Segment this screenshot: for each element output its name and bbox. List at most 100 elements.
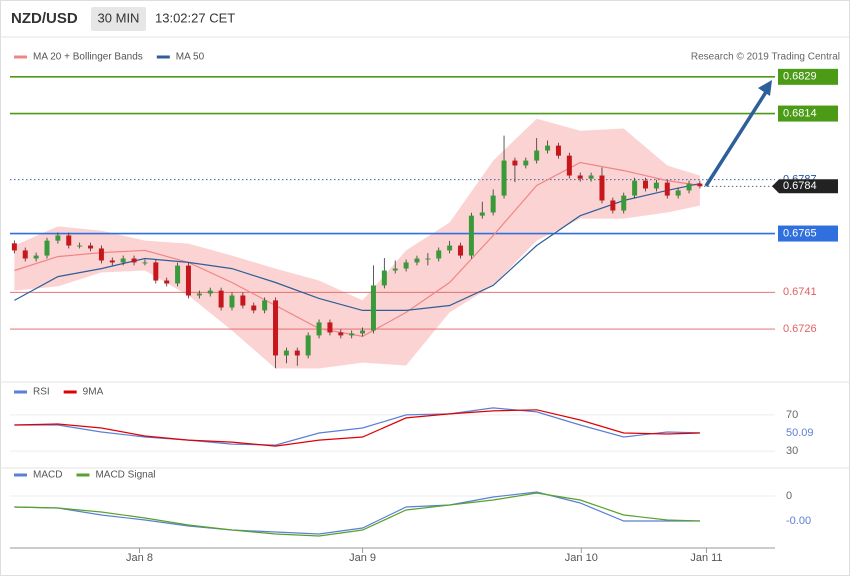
candle-body	[98, 248, 104, 261]
candle-body	[88, 245, 94, 249]
level-box	[778, 105, 838, 122]
candle-body	[229, 295, 235, 308]
candle-body	[349, 333, 355, 336]
candle-body	[653, 182, 659, 189]
legend-label: MACD Signal	[95, 470, 155, 481]
interval-box	[91, 7, 146, 31]
candle-body	[697, 183, 703, 187]
legend-label: MA 50	[176, 52, 205, 63]
level-label: 0.6726	[783, 323, 817, 335]
level-label: 0.6741	[783, 286, 817, 298]
candle-body	[468, 215, 474, 256]
candle-body	[621, 195, 627, 211]
candle-body	[436, 250, 442, 259]
projection-arrow	[704, 91, 768, 187]
candle-body	[44, 240, 50, 256]
candle-body	[316, 322, 322, 336]
candle-body	[283, 350, 289, 356]
series-line	[14, 492, 700, 537]
level-label: 0.6814	[783, 107, 817, 119]
candle-body	[534, 150, 540, 161]
candle-body	[577, 175, 583, 179]
candle-body	[686, 183, 692, 191]
candle-body	[327, 322, 333, 333]
last-price-label: 0.6784	[783, 180, 817, 192]
symbol: NZD/USD	[11, 10, 78, 27]
candle-body	[338, 332, 344, 336]
level-box	[778, 225, 838, 242]
series-line	[14, 407, 700, 446]
candle-body	[664, 182, 670, 196]
candle-body	[523, 160, 529, 166]
candle-body	[403, 262, 409, 269]
candle-body	[675, 190, 681, 196]
level-label: 0.6829	[783, 71, 817, 83]
candle-body	[555, 145, 561, 156]
candle-body	[33, 255, 39, 259]
candle-body	[566, 155, 572, 176]
last-price-box	[772, 179, 838, 194]
candle-body	[109, 260, 115, 263]
candle-body	[196, 293, 202, 296]
candle-body	[479, 212, 485, 216]
y-tick-label: 0	[786, 490, 792, 502]
credit: Research © 2019 Trading Central	[691, 52, 840, 63]
candle-body	[164, 280, 170, 284]
projection-arrowhead	[758, 80, 772, 96]
legend-label: MA 20 + Bollinger Bands	[33, 52, 143, 63]
candle-body	[22, 250, 28, 259]
candle-body	[66, 235, 72, 246]
candle-body	[175, 265, 181, 284]
legend-label: RSI	[33, 387, 50, 398]
candle-body	[512, 160, 518, 166]
candle-body	[414, 258, 420, 263]
candle-body	[643, 180, 649, 189]
candle-body	[77, 245, 83, 247]
candle-body	[240, 295, 246, 306]
bollinger-band	[14, 118, 700, 369]
candle-body	[305, 335, 311, 356]
series-line	[14, 409, 700, 447]
x-tick-label: Jan 10	[565, 552, 598, 564]
candle-body	[142, 262, 148, 264]
y-tick-label: 70	[786, 409, 798, 421]
y-tick-label: 30	[786, 445, 798, 457]
candle-body	[447, 245, 453, 251]
candle-body	[120, 258, 126, 263]
candle-body	[632, 180, 638, 196]
time: 13:02:27 CET	[155, 10, 235, 25]
candle-body	[11, 243, 17, 251]
candle-body	[153, 262, 159, 281]
interval: 30 MIN	[98, 10, 140, 25]
candle-body	[588, 175, 594, 179]
value-tag: -0.00	[786, 515, 811, 527]
candle-body	[490, 195, 496, 213]
candle-body	[458, 245, 464, 256]
legend-label: 9MA	[83, 387, 104, 398]
candle-body	[392, 268, 398, 271]
candle-body	[545, 145, 551, 151]
candle-body	[218, 290, 224, 308]
candle-body	[370, 285, 376, 331]
candle-body	[262, 300, 268, 311]
x-tick-label: Jan 9	[349, 552, 376, 564]
candle-body	[425, 258, 431, 260]
series-line	[14, 161, 700, 338]
candle-body	[294, 350, 300, 356]
x-tick-label: Jan 11	[690, 552, 722, 564]
legend-label: MACD	[33, 470, 62, 481]
level-box	[778, 68, 838, 85]
series-line	[14, 183, 701, 311]
candle-body	[185, 265, 191, 296]
candle-body	[131, 258, 137, 263]
level-label: 0.6765	[783, 227, 817, 239]
candle-body	[251, 305, 257, 311]
candle-body	[381, 270, 387, 286]
candle-body	[501, 160, 507, 196]
candle-body	[55, 235, 61, 241]
series-line	[14, 491, 700, 535]
x-tick-label: Jan 8	[126, 552, 153, 564]
candle-body	[273, 300, 279, 356]
value-tag: 50.09	[786, 427, 814, 439]
